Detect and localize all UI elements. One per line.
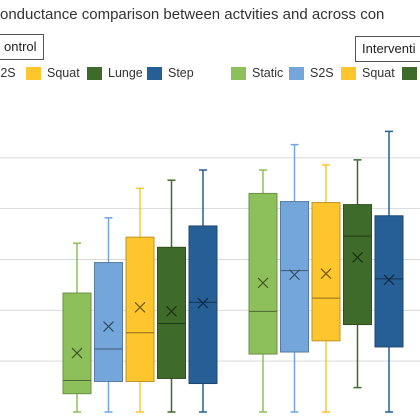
legend-item-l-int: L [402,66,420,80]
box-intervention-step [374,215,404,348]
legend-swatch-static [231,66,246,80]
box-control-static [62,292,92,395]
legend-item-lunge: Lunge [87,66,143,80]
mean-marker-control-s2s [103,321,114,333]
mean-marker-control-static [71,347,83,359]
box-intervention-squat [311,202,341,342]
box-control-squat [125,236,155,382]
mean-marker-intervention-step [383,274,395,286]
mean-marker-control-lunge [166,305,177,317]
chart-title: onductance comparison between actvities … [0,6,385,23]
legend-item-squat: Squat [26,66,80,80]
legend-item-static: Static [231,66,283,80]
legend-label-squat: Squat [47,66,80,80]
legend-label-static: Static [252,66,284,80]
legend-swatch-s2s-int [289,66,304,80]
legend-swatch-lunge [87,66,102,80]
legend-label-step: Step [168,66,194,80]
legend-label-s2s-int: S2S [310,66,334,80]
box-intervention-lunge [343,204,372,326]
box-intervention-s2s [280,201,309,353]
mean-marker-control-step [197,297,209,309]
group-label-intervention: Interventi [355,36,420,62]
legend-swatch-squat-int [341,66,356,80]
group-label-control: ontrol [0,34,44,60]
mean-marker-intervention-squat [320,268,332,280]
legend-item-s2s: S2S [0,66,16,80]
legend-swatch-step [147,66,162,80]
legend-swatch-squat [26,66,41,80]
legend-label-squat-int: Squat [362,66,395,80]
mean-marker-intervention-lunge [352,252,363,263]
box-control-lunge [157,246,186,379]
box-control-step [188,225,218,385]
mean-marker-intervention-static [257,277,269,289]
legend-item-s2s-int: S2S [289,66,334,80]
box-series [62,130,404,413]
legend-label-s2s: S2S [0,66,16,80]
legend-swatch-l-int [402,66,417,80]
box-control-s2s [94,262,123,382]
legend-item-squat-int: Squat [341,66,395,80]
legend-item-step: Step [147,66,194,80]
mean-marker-control-squat [134,301,146,313]
legend-control: S2S Squat Lunge Step [0,66,212,82]
legend-label-lunge: Lunge [108,66,143,80]
legend-intervention: Static S2S Squat L [231,66,420,82]
box-intervention-static [248,192,278,355]
mean-marker-intervention-s2s [289,269,300,281]
